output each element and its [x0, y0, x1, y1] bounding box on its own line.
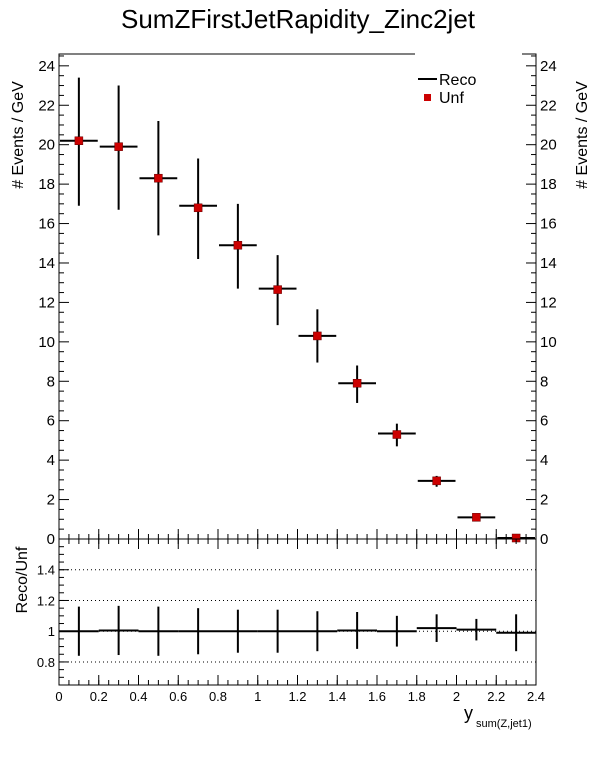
ratio-xtick-label: 0.4 — [129, 689, 147, 704]
main-ytick-label-right: 6 — [540, 413, 548, 430]
ratio-xtick-label: 0 — [55, 689, 62, 704]
main-ytick-label-right: 2 — [540, 492, 548, 509]
ratio-xlabel: y — [464, 703, 473, 723]
ratio-xlabel-sub: sum(Z,jet1) — [476, 718, 532, 730]
main-ytick-label-left: 24 — [38, 58, 55, 75]
unf-point — [114, 142, 123, 151]
main-ytick-label-left: 8 — [47, 373, 55, 390]
main-ytick-label-left: 2 — [47, 492, 55, 509]
unf-point — [352, 378, 362, 388]
main-ytick-label-left: 22 — [38, 97, 55, 114]
ratio-frame — [58, 538, 537, 686]
ratio-panel: 0.8 1 1.2 1.4 0 0.2 0.4 0.6 0.8 1 1.2 1.4 1.6 1.8 2 2.2… — [14, 538, 545, 730]
ratio-ytick-label: 1.2 — [37, 593, 55, 608]
unf-point — [313, 331, 322, 341]
unf-point — [392, 430, 402, 439]
ratio-ytick-label: 0.8 — [37, 655, 55, 670]
ratio-xtick-label: 2.4 — [527, 689, 545, 704]
main-ytick-label-right: 12 — [540, 294, 557, 311]
ratio-xtick-label: 2 — [453, 689, 460, 704]
main-ylabel-left: # Events / GeV — [10, 81, 27, 189]
main-ytick-label-left: 4 — [47, 452, 55, 469]
ratio-ylabel: Reco/Unf — [14, 546, 31, 613]
main-ytick-label-left: 12 — [38, 294, 55, 311]
main-ytick-label-right: 8 — [540, 373, 548, 390]
main-ytick-label-right: 0 — [540, 531, 548, 548]
legend-unf-label: Unf — [439, 90, 464, 107]
unf-point — [193, 203, 203, 213]
main-ytick-label-right: 14 — [540, 255, 557, 272]
main-ytick-label-right: 20 — [540, 137, 557, 154]
ratio-xtick-label: 1.8 — [408, 689, 426, 704]
ratio-ytick-label: 1 — [48, 624, 55, 639]
legend-reco-label: Reco — [439, 72, 476, 89]
main-ytick-label-right: 22 — [540, 97, 557, 114]
main-ytick-label-left: 6 — [47, 413, 55, 430]
main-ytick-label-right: 16 — [540, 216, 557, 233]
main-ytick-label-left: 14 — [38, 255, 55, 272]
ratio-ytick-label: 1.4 — [37, 563, 55, 578]
unf-point — [472, 513, 481, 522]
unf-point — [74, 136, 84, 145]
main-ytick-label-left: 20 — [38, 137, 55, 154]
main-ytick-label-right: 24 — [540, 58, 557, 75]
main-ytick-label-left: 16 — [38, 216, 55, 233]
ratio-xtick-label: 1 — [254, 689, 261, 704]
unf-point — [154, 173, 163, 183]
main-ytick-label-left: 0 — [47, 531, 55, 548]
main-ytick-label-left: 10 — [38, 334, 55, 351]
unf-point — [233, 240, 243, 250]
main-ytick-label-right: 10 — [540, 334, 557, 351]
main-ytick-label-right: 4 — [540, 452, 548, 469]
ratio-xtick-label: 1.2 — [288, 689, 306, 704]
ratio-xtick-label: 0.2 — [90, 689, 108, 704]
ratio-xtick-label: 1.6 — [368, 689, 386, 704]
ratio-xtick-label: 2.2 — [487, 689, 505, 704]
ratio-xtick-label: 0.6 — [169, 689, 187, 704]
ratio-xtick-label: 0.8 — [209, 689, 227, 704]
chart-title: SumZFirstJetRapidity_Zinc2jet — [121, 4, 476, 34]
main-ytick-label-left: 18 — [38, 176, 55, 193]
unf-point — [273, 285, 282, 294]
main-ytick-label-right: 18 — [540, 176, 557, 193]
legend-unf-marker — [424, 94, 431, 101]
ratio-xtick-label: 1.4 — [328, 689, 346, 704]
unf-point — [432, 476, 441, 486]
main-frame — [58, 53, 537, 540]
main-ylabel-right: # Events / GeV — [574, 81, 591, 189]
